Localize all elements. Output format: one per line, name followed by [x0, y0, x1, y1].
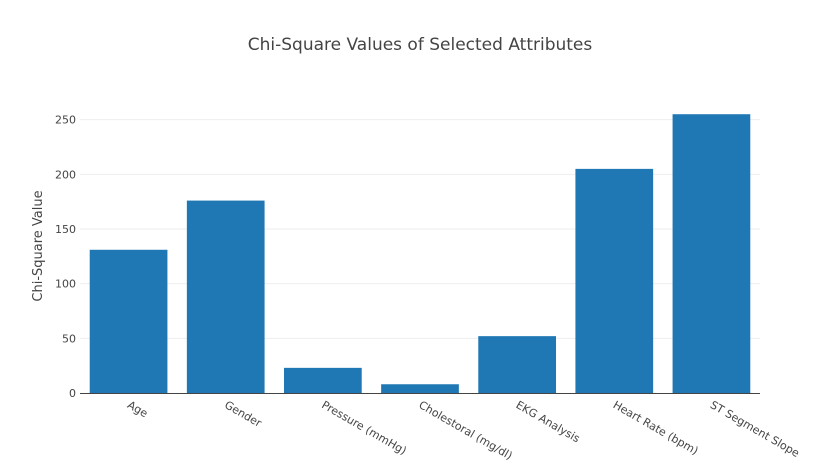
- y-tick-label: 0: [69, 387, 76, 400]
- bar-gender: [187, 201, 265, 393]
- bar-st-segment-slope: [673, 114, 751, 393]
- x-tick-label: ST Segment Slope: [708, 398, 802, 460]
- bar-ekg-analysis: [478, 336, 556, 393]
- x-tick-label: Gender: [222, 398, 264, 430]
- bar-heart-rate-bpm: [575, 169, 653, 393]
- x-tick-label: Pressure (mmHg): [319, 398, 408, 457]
- y-tick-label: 250: [55, 114, 76, 127]
- x-tick-label: Heart Rate (bpm): [611, 398, 701, 457]
- x-axis-tick-labels: Age Gender Pressure (mmHg)Cholestoral (mg/…: [125, 398, 802, 462]
- bar-cholestoral-mg-dl: [381, 384, 459, 393]
- x-tick-label: EKG Analysis: [514, 398, 583, 445]
- x-tick-label: Cholestoral (mg/dl): [417, 398, 515, 462]
- chart-title: Chi-Square Values of Selected Attributes: [248, 35, 593, 55]
- x-tick-label: Age: [125, 398, 150, 420]
- gridlines: [80, 120, 760, 339]
- y-tick-label: 50: [62, 332, 76, 345]
- y-tick-label: 150: [55, 223, 76, 236]
- bar-age: [90, 250, 168, 393]
- y-axis-label: Chi-Square Value: [31, 190, 46, 301]
- y-tick-label: 200: [55, 168, 76, 181]
- bars: [90, 114, 751, 393]
- bar-pressure-mmhg: [284, 368, 362, 393]
- y-tick-label: 100: [55, 278, 76, 291]
- y-axis-ticks: 0 50 100 150 200 250: [55, 114, 76, 400]
